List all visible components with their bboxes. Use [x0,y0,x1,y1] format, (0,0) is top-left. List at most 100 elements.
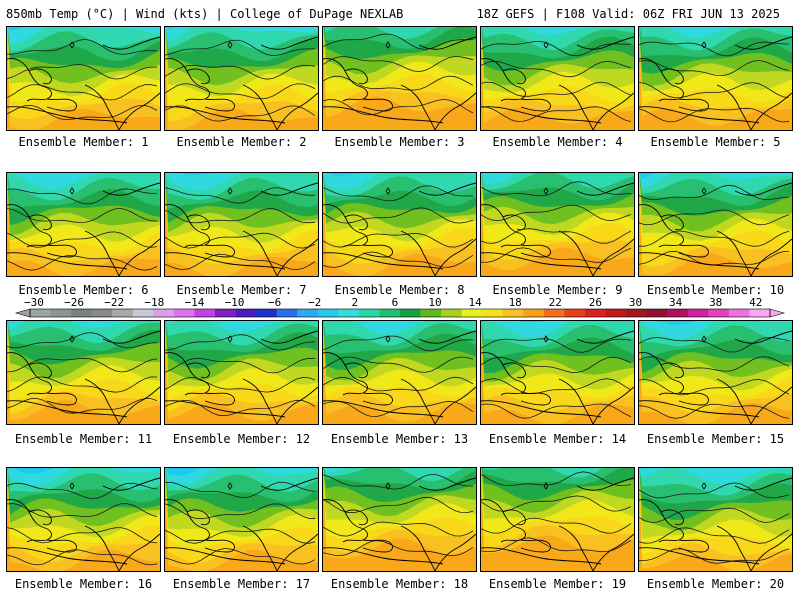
ensemble-member-label: Ensemble Member: 17 [172,577,311,591]
colorbar-segment [420,309,442,317]
ensemble-member-map [164,172,319,277]
colorbar-segment [687,309,709,317]
ensemble-member-label: Ensemble Member: 4 [492,135,623,149]
ensemble-member-label: Ensemble Member: 19 [488,577,627,591]
temperature-field-map [481,27,634,130]
colorbar-tick-label: 42 [749,296,763,309]
colorbar-tick-label: −26 [64,296,85,309]
ensemble-member-label: Ensemble Member: 11 [14,432,153,446]
run-valid-time: 18Z GEFS | F108 Valid: 06Z FRI JUN 13 20… [476,7,780,21]
ensemble-member-label: Ensemble Member: 12 [172,432,311,446]
colorbar-segment [194,309,216,317]
ensemble-member-label: Ensemble Member: 14 [488,432,627,446]
ensemble-member-map [322,467,477,572]
colorbar-tick-label: 6 [391,296,399,309]
ensemble-member-map [164,26,319,131]
colorbar-segment [543,309,565,317]
temperature-field-map [165,27,318,130]
colorbar-tick-label: −18 [144,296,165,309]
colorbar [0,296,800,320]
ensemble-member-map [6,26,161,131]
colorbar-min-arrow [14,308,31,318]
colorbar-segment [112,309,134,317]
ensemble-member-label: Ensemble Member: 8 [334,283,465,297]
colorbar-segment [441,309,462,317]
ensemble-member-label: Ensemble Member: 2 [176,135,307,149]
colorbar-tick-label: −2 [308,296,322,309]
colorbar-segment [358,309,380,317]
ensemble-member-map [6,172,161,277]
colorbar-segment [502,309,524,317]
colorbar-segment [30,309,51,317]
ensemble-member-map [6,320,161,425]
ensemble-member-map [322,320,477,425]
colorbar-segment [50,309,72,317]
ensemble-member-map [480,467,635,572]
ensemble-member-label: Ensemble Member: 5 [650,135,781,149]
temperature-field-map [323,173,476,276]
temperature-field-map [481,321,634,424]
ensemble-member-label: Ensemble Member: 18 [330,577,469,591]
temperature-field-map [7,173,160,276]
colorbar-segment [564,309,586,317]
ensemble-member-label: Ensemble Member: 1 [18,135,149,149]
ensemble-member-label: Ensemble Member: 15 [646,432,785,446]
product-title: 850mb Temp (°C) | Wind (kts) | College o… [6,7,404,21]
colorbar-segment [646,309,668,317]
colorbar-tick-label: −14 [184,296,205,309]
colorbar-tick-label: 26 [588,296,603,309]
colorbar-tick-label: 30 [628,296,643,309]
temperature-field-map [639,468,792,571]
ensemble-member-label: Ensemble Member: 10 [646,283,785,297]
temperature-field-map [323,27,476,130]
colorbar-segment [153,309,175,317]
ensemble-member-map [480,320,635,425]
colorbar-segment [708,309,730,317]
ensemble-member-map [638,172,793,277]
colorbar-segment [91,309,113,317]
temperature-field-map [323,321,476,424]
ensemble-member-map [480,26,635,131]
colorbar-segment [338,309,360,317]
temperature-field-map [639,173,792,276]
colorbar-tick-label: 10 [428,296,442,309]
colorbar-graphic [14,308,786,318]
temperature-field-map [7,321,160,424]
temperature-field-map [481,468,634,571]
ensemble-member-map [164,320,319,425]
colorbar-tick-label: −10 [224,296,245,309]
ensemble-member-map [6,467,161,572]
colorbar-max-arrow [769,308,786,318]
ensemble-member-map [164,467,319,572]
colorbar-segment [626,309,647,317]
colorbar-segment [317,309,339,317]
colorbar-segment [749,309,771,317]
colorbar-tick-label: −6 [267,296,282,309]
ensemble-member-map [322,26,477,131]
temperature-field-map [481,173,634,276]
temperature-field-map [7,468,160,571]
ensemble-member-map [638,320,793,425]
ensemble-member-label: Ensemble Member: 7 [176,283,307,297]
colorbar-tick-label: 34 [668,296,683,309]
ensemble-member-label: Ensemble Member: 16 [14,577,153,591]
ensemble-member-label: Ensemble Member: 3 [334,135,465,149]
colorbar-segment [379,309,401,317]
colorbar-tick-label: −22 [104,296,125,309]
colorbar-tick-label: 22 [548,296,562,309]
ensemble-member-map [322,172,477,277]
ensemble-member-map [638,467,793,572]
ensemble-member-label: Ensemble Member: 6 [18,283,149,297]
temperature-field-map [639,27,792,130]
colorbar-segment [585,309,606,317]
colorbar-segment [605,309,627,317]
colorbar-segment [71,309,92,317]
temperature-field-map [165,321,318,424]
colorbar-tick-label: 2 [351,296,359,309]
ensemble-member-map [480,172,635,277]
temperature-field-map [639,321,792,424]
ensemble-member-map [638,26,793,131]
ensemble-member-label: Ensemble Member: 20 [646,577,785,591]
colorbar-segment [276,309,298,317]
colorbar-segment [400,309,421,317]
